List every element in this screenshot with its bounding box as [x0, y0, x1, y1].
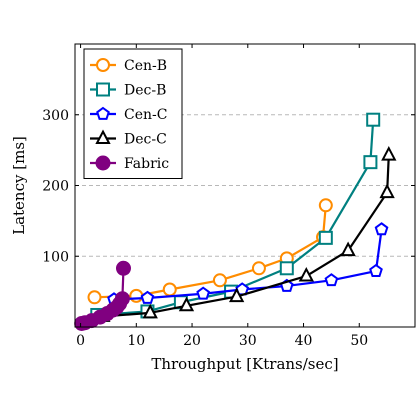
data-point: [212, 273, 227, 288]
x-tick-label: 50: [350, 333, 368, 349]
series-fabric: [74, 260, 131, 331]
data-point: [324, 273, 339, 287]
data-point: [196, 286, 211, 300]
legend-label: Dec-C: [124, 132, 167, 148]
legend-label: Dec-B: [124, 83, 166, 99]
data-point: [178, 296, 195, 312]
data-point: [374, 222, 389, 236]
legend-marker: [96, 58, 110, 72]
data-point: [381, 146, 397, 161]
y-axis-label: Latency [ms]: [10, 136, 28, 235]
data-point: [114, 291, 130, 307]
data-point: [162, 282, 177, 297]
legend-marker: [96, 106, 110, 120]
series-layer: [74, 112, 397, 331]
data-point: [129, 288, 144, 303]
x-tick-label: 10: [127, 333, 145, 349]
data-point: [279, 261, 294, 276]
data-point: [140, 290, 155, 304]
data-point: [228, 287, 245, 303]
data-point: [318, 198, 333, 213]
legend-marker: [96, 82, 110, 97]
data-point: [363, 155, 378, 170]
legend-item: Cen-B: [90, 58, 167, 74]
legend-item: Fabric: [90, 155, 169, 172]
series-cen-b: [87, 198, 333, 305]
legend-label: Fabric: [124, 156, 169, 172]
data-point: [379, 183, 395, 199]
legend-marker: [95, 155, 111, 171]
y-tick-label: 300: [42, 108, 69, 124]
data-point: [318, 230, 333, 245]
axis-ticks: 100 200 300 0 10 20 30 40 50: [42, 44, 415, 349]
legend-label: Cen-C: [124, 107, 167, 123]
data-point: [366, 112, 381, 127]
legend-label: Cen-B: [124, 58, 167, 74]
y-tick-label: 200: [42, 179, 69, 195]
legend: Cen-B Dec-B Cen-C Dec-C Fabric: [83, 48, 183, 179]
data-point: [298, 267, 314, 282]
legend-item: Dec-B: [90, 82, 166, 99]
data-point: [369, 263, 383, 277]
x-axis-label: Throughput [Ktrans/sec]: [151, 355, 338, 373]
legend-item: Cen-C: [90, 106, 167, 123]
x-tick-label: 20: [183, 333, 201, 349]
series-line: [102, 155, 390, 318]
data-point: [115, 260, 131, 276]
data-point: [87, 290, 102, 305]
x-tick-label: 40: [295, 333, 313, 349]
data-point: [340, 241, 356, 257]
legend-item: Dec-C: [90, 129, 167, 148]
y-tick-label: 100: [42, 249, 69, 265]
legend-marker: [95, 129, 111, 144]
x-tick-label: 30: [239, 333, 257, 349]
data-point: [142, 303, 158, 319]
x-tick-label: 0: [76, 333, 85, 349]
data-point: [251, 261, 266, 276]
